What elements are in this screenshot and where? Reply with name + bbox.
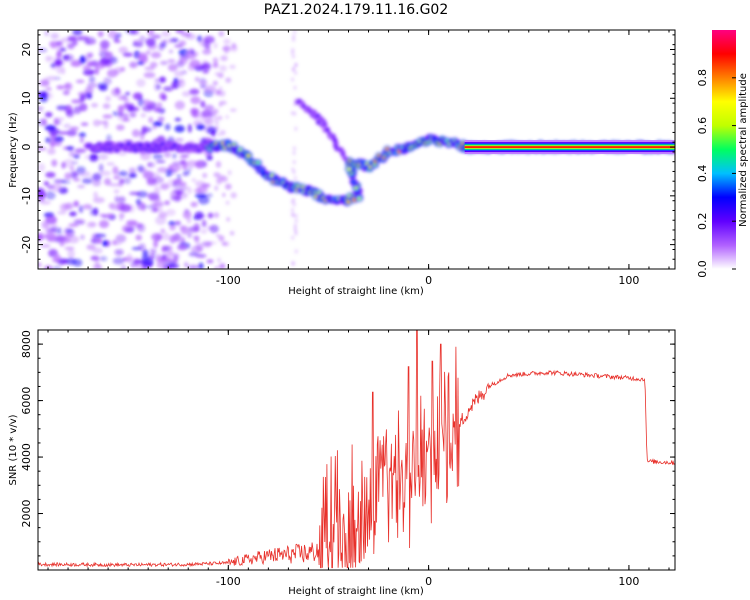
bottom-x-axis-label: Height of straight line (km) [288,586,424,597]
colorbar: 0.0 0.2 0.4 0.6 0.8 Normalized spectral ampl… [696,30,749,278]
snr-series [38,330,675,569]
colorbar-tick-label: 0.2 [696,212,709,230]
y-tick-label: 0 [20,144,33,151]
x-tick-label: 100 [618,575,639,588]
y-tick-label: 10 [20,91,33,105]
x-tick-label: 100 [618,274,639,287]
y-tick-label: 4000 [20,443,33,471]
x-tick-label: 0 [425,274,432,287]
bottom-y-axis-label: SNR (10 * v/v) [8,414,19,485]
colorbar-label: Normalized spectral amplitude [738,73,749,227]
y-tick-label: -20 [20,236,33,254]
top-plot-frame [37,29,676,270]
colorbar-gradient [712,30,736,269]
y-tick-label: 8000 [20,330,33,358]
colorbar-tick-label: 0.0 [696,260,709,278]
colorbar-ticks: 0.0 0.2 0.4 0.6 0.8 [696,69,736,278]
spectrogram-steady-band [464,140,675,155]
x-tick-label: 0 [425,575,432,588]
y-tick-label: 20 [20,43,33,57]
top-y-axis-label: Frequency (Hz) [8,112,19,188]
colorbar-tick-label: 0.4 [696,165,709,183]
top-x-axis-label: Height of straight line (km) [288,286,424,297]
spectrogram-heatmap [38,30,675,269]
colorbar-tick-label: 0.6 [696,117,709,135]
x-tick-label: -100 [216,274,241,287]
bottom-snr-plot: -100 0 100 2000 4000 6000 8000 Height of strai… [8,329,676,597]
bottom-ticks: -100 0 100 2000 4000 6000 8000 [20,329,675,588]
x-tick-label: -100 [216,575,241,588]
spectrogram-noise [38,30,298,269]
figure-title: PAZ1.2024.179.11.16.G02 [264,2,449,18]
y-tick-label: -10 [20,187,33,205]
y-tick-label: 2000 [20,500,33,528]
bottom-plot-frame [37,329,676,571]
snr-line [38,330,675,569]
colorbar-tick-label: 0.8 [696,69,709,87]
y-tick-label: 6000 [20,387,33,415]
